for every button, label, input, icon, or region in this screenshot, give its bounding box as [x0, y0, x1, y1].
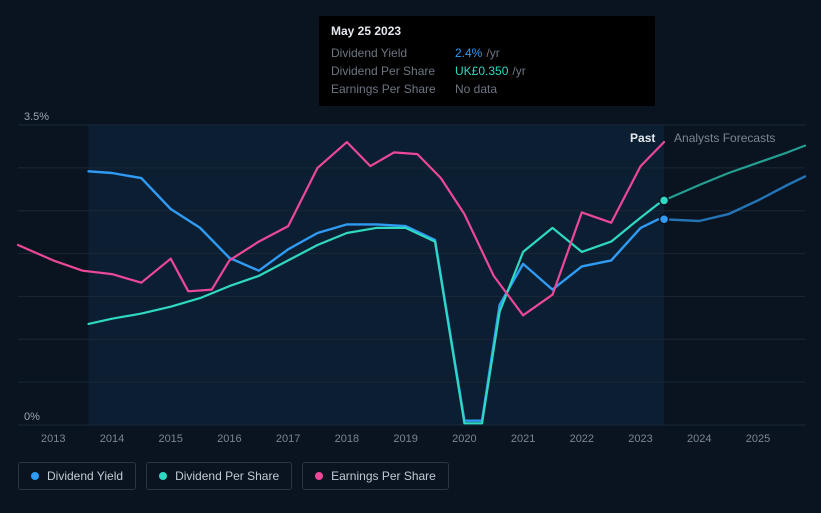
tooltip-row-label: Dividend Yield [331, 44, 441, 62]
tooltip-row: Dividend Per Share UK£0.350/yr [331, 62, 643, 80]
chart-legend: Dividend Yield Dividend Per Share Earnings… [18, 462, 449, 490]
past-region-label: Past [630, 131, 655, 145]
x-axis-tick-label: 2013 [41, 433, 65, 445]
x-axis-tick-label: 2020 [452, 433, 476, 445]
tooltip-row-value: 2.4%/yr [455, 44, 500, 62]
tooltip-row: Earnings Per Share No data [331, 80, 643, 98]
y-axis-tick-label: 0% [24, 411, 40, 423]
x-axis-tick-label: 2025 [746, 433, 770, 445]
chart-tooltip: May 25 2023 Dividend Yield2.4%/yrDividen… [319, 16, 655, 106]
legend-item[interactable]: Dividend Per Share [146, 462, 292, 490]
y-axis-tick-label: 3.5% [24, 111, 49, 123]
x-axis-tick-label: 2016 [217, 433, 241, 445]
legend-item[interactable]: Earnings Per Share [302, 462, 449, 490]
legend-dot-icon [31, 472, 39, 480]
x-axis-tick-label: 2015 [158, 433, 182, 445]
x-axis-tick-label: 2017 [276, 433, 300, 445]
tooltip-row-label: Dividend Per Share [331, 62, 441, 80]
tooltip-date: May 25 2023 [331, 24, 643, 38]
forecast-region-label: Analysts Forecasts [674, 131, 775, 145]
x-axis-tick-label: 2024 [687, 433, 711, 445]
legend-item-label: Earnings Per Share [331, 469, 436, 483]
tooltip-row-unit: /yr [486, 46, 499, 60]
tooltip-row-value: UK£0.350/yr [455, 62, 526, 80]
x-axis-tick-label: 2014 [100, 433, 124, 445]
legend-dot-icon [159, 472, 167, 480]
legend-item[interactable]: Dividend Yield [18, 462, 136, 490]
legend-dot-icon [315, 472, 323, 480]
x-axis-tick-label: 2023 [628, 433, 652, 445]
x-axis-tick-label: 2021 [511, 433, 535, 445]
tooltip-row-value: No data [455, 80, 497, 98]
x-axis-tick-label: 2022 [570, 433, 594, 445]
x-axis-tick-label: 2019 [393, 433, 417, 445]
tooltip-row: Dividend Yield 2.4%/yr [331, 44, 643, 62]
legend-item-label: Dividend Per Share [175, 469, 279, 483]
legend-item-label: Dividend Yield [47, 469, 123, 483]
x-axis-tick-label: 2018 [335, 433, 359, 445]
tooltip-row-unit: /yr [512, 64, 525, 78]
tooltip-row-label: Earnings Per Share [331, 80, 441, 98]
